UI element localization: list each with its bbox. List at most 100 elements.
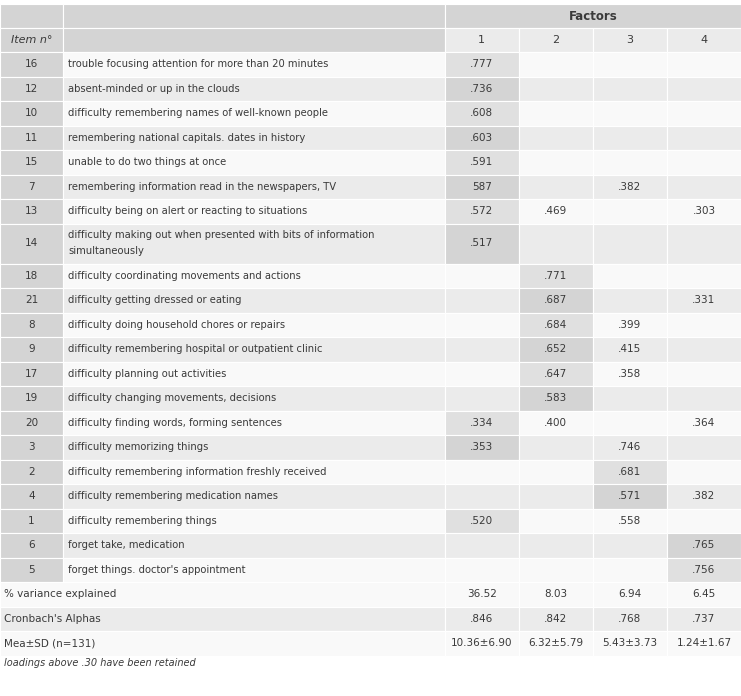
Text: 7: 7 [28,182,35,192]
Text: 10.36±6.90: 10.36±6.90 [451,638,512,648]
Text: .756: .756 [692,564,716,575]
Bar [593,199,667,223]
Bar [0,77,63,101]
Bar [445,361,519,386]
Bar [667,288,741,313]
Text: .520: .520 [470,516,494,525]
Bar [0,606,445,631]
Bar [63,175,445,199]
Text: 2: 2 [28,467,35,477]
Bar [445,386,519,411]
Text: 14: 14 [25,239,38,248]
Bar [593,386,667,411]
Bar [519,533,593,557]
Bar [593,459,667,484]
Text: .571: .571 [618,491,642,501]
Bar [0,557,63,582]
Bar [445,435,519,459]
Bar [519,199,593,223]
Bar [667,223,741,264]
Bar [0,150,63,175]
Bar [0,337,63,361]
Bar [519,411,593,435]
Text: .331: .331 [692,295,716,306]
Text: .558: .558 [618,516,642,525]
Bar [667,52,741,77]
Bar [593,52,667,77]
Bar [667,484,741,509]
Bar [519,52,593,77]
Bar [593,264,667,288]
Bar [445,150,519,175]
Bar [445,459,519,484]
Bar [63,199,445,223]
Text: 20: 20 [25,418,38,428]
Bar [593,361,667,386]
Text: .681: .681 [618,467,642,477]
Bar [0,361,63,386]
Bar [667,77,741,101]
Bar [667,175,741,199]
Bar [63,223,445,264]
Bar [63,77,445,101]
Text: .382: .382 [692,491,716,501]
Text: 4: 4 [700,35,708,45]
Text: 8: 8 [28,319,35,330]
Bar [445,101,519,125]
Bar [593,337,667,361]
Bar [445,557,519,582]
Text: .687: .687 [544,295,568,306]
Text: .583: .583 [544,393,568,403]
Text: % variance explained: % variance explained [4,590,116,599]
Bar [667,28,741,52]
Text: .846: .846 [470,614,494,624]
Bar [519,631,593,656]
Bar [445,509,519,533]
Bar [63,150,445,175]
Bar [593,631,667,656]
Text: .415: .415 [618,345,642,354]
Bar [63,509,445,533]
Bar [593,28,667,52]
Text: difficulty finding words, forming sentences: difficulty finding words, forming senten… [68,418,282,428]
Text: .399: .399 [618,319,642,330]
Text: 587: 587 [472,182,491,192]
Bar [593,435,667,459]
Text: .572: .572 [470,206,494,216]
Bar [445,606,519,631]
Bar [445,125,519,150]
Bar [63,288,445,313]
Bar [519,361,593,386]
Text: .765: .765 [692,540,716,551]
Text: .353: .353 [470,442,494,452]
Bar [519,150,593,175]
Bar [667,125,741,150]
Text: .768: .768 [618,614,642,624]
Bar [445,313,519,337]
Bar [593,313,667,337]
Bar [0,101,63,125]
Bar [0,533,63,557]
Bar [0,125,63,150]
Text: .777: .777 [470,59,494,69]
Text: remembering national capitals. dates in history: remembering national capitals. dates in … [68,133,305,143]
Text: difficulty coordinating movements and actions: difficulty coordinating movements and ac… [68,271,301,280]
Text: 9: 9 [28,345,35,354]
Bar [445,533,519,557]
Bar [445,175,519,199]
Bar [593,582,667,606]
Bar [445,631,519,656]
Text: Item n°: Item n° [10,35,53,45]
Bar [0,435,63,459]
Bar [519,175,593,199]
Text: 15: 15 [25,157,38,167]
Bar [63,361,445,386]
Text: 5: 5 [28,564,35,575]
Text: 21: 21 [25,295,38,306]
Bar [667,313,741,337]
Text: difficulty doing household chores or repairs: difficulty doing household chores or rep… [68,319,285,330]
Bar [519,459,593,484]
Bar [519,557,593,582]
Text: loadings above .30 have been retained: loadings above .30 have been retained [4,658,196,668]
Bar [667,435,741,459]
